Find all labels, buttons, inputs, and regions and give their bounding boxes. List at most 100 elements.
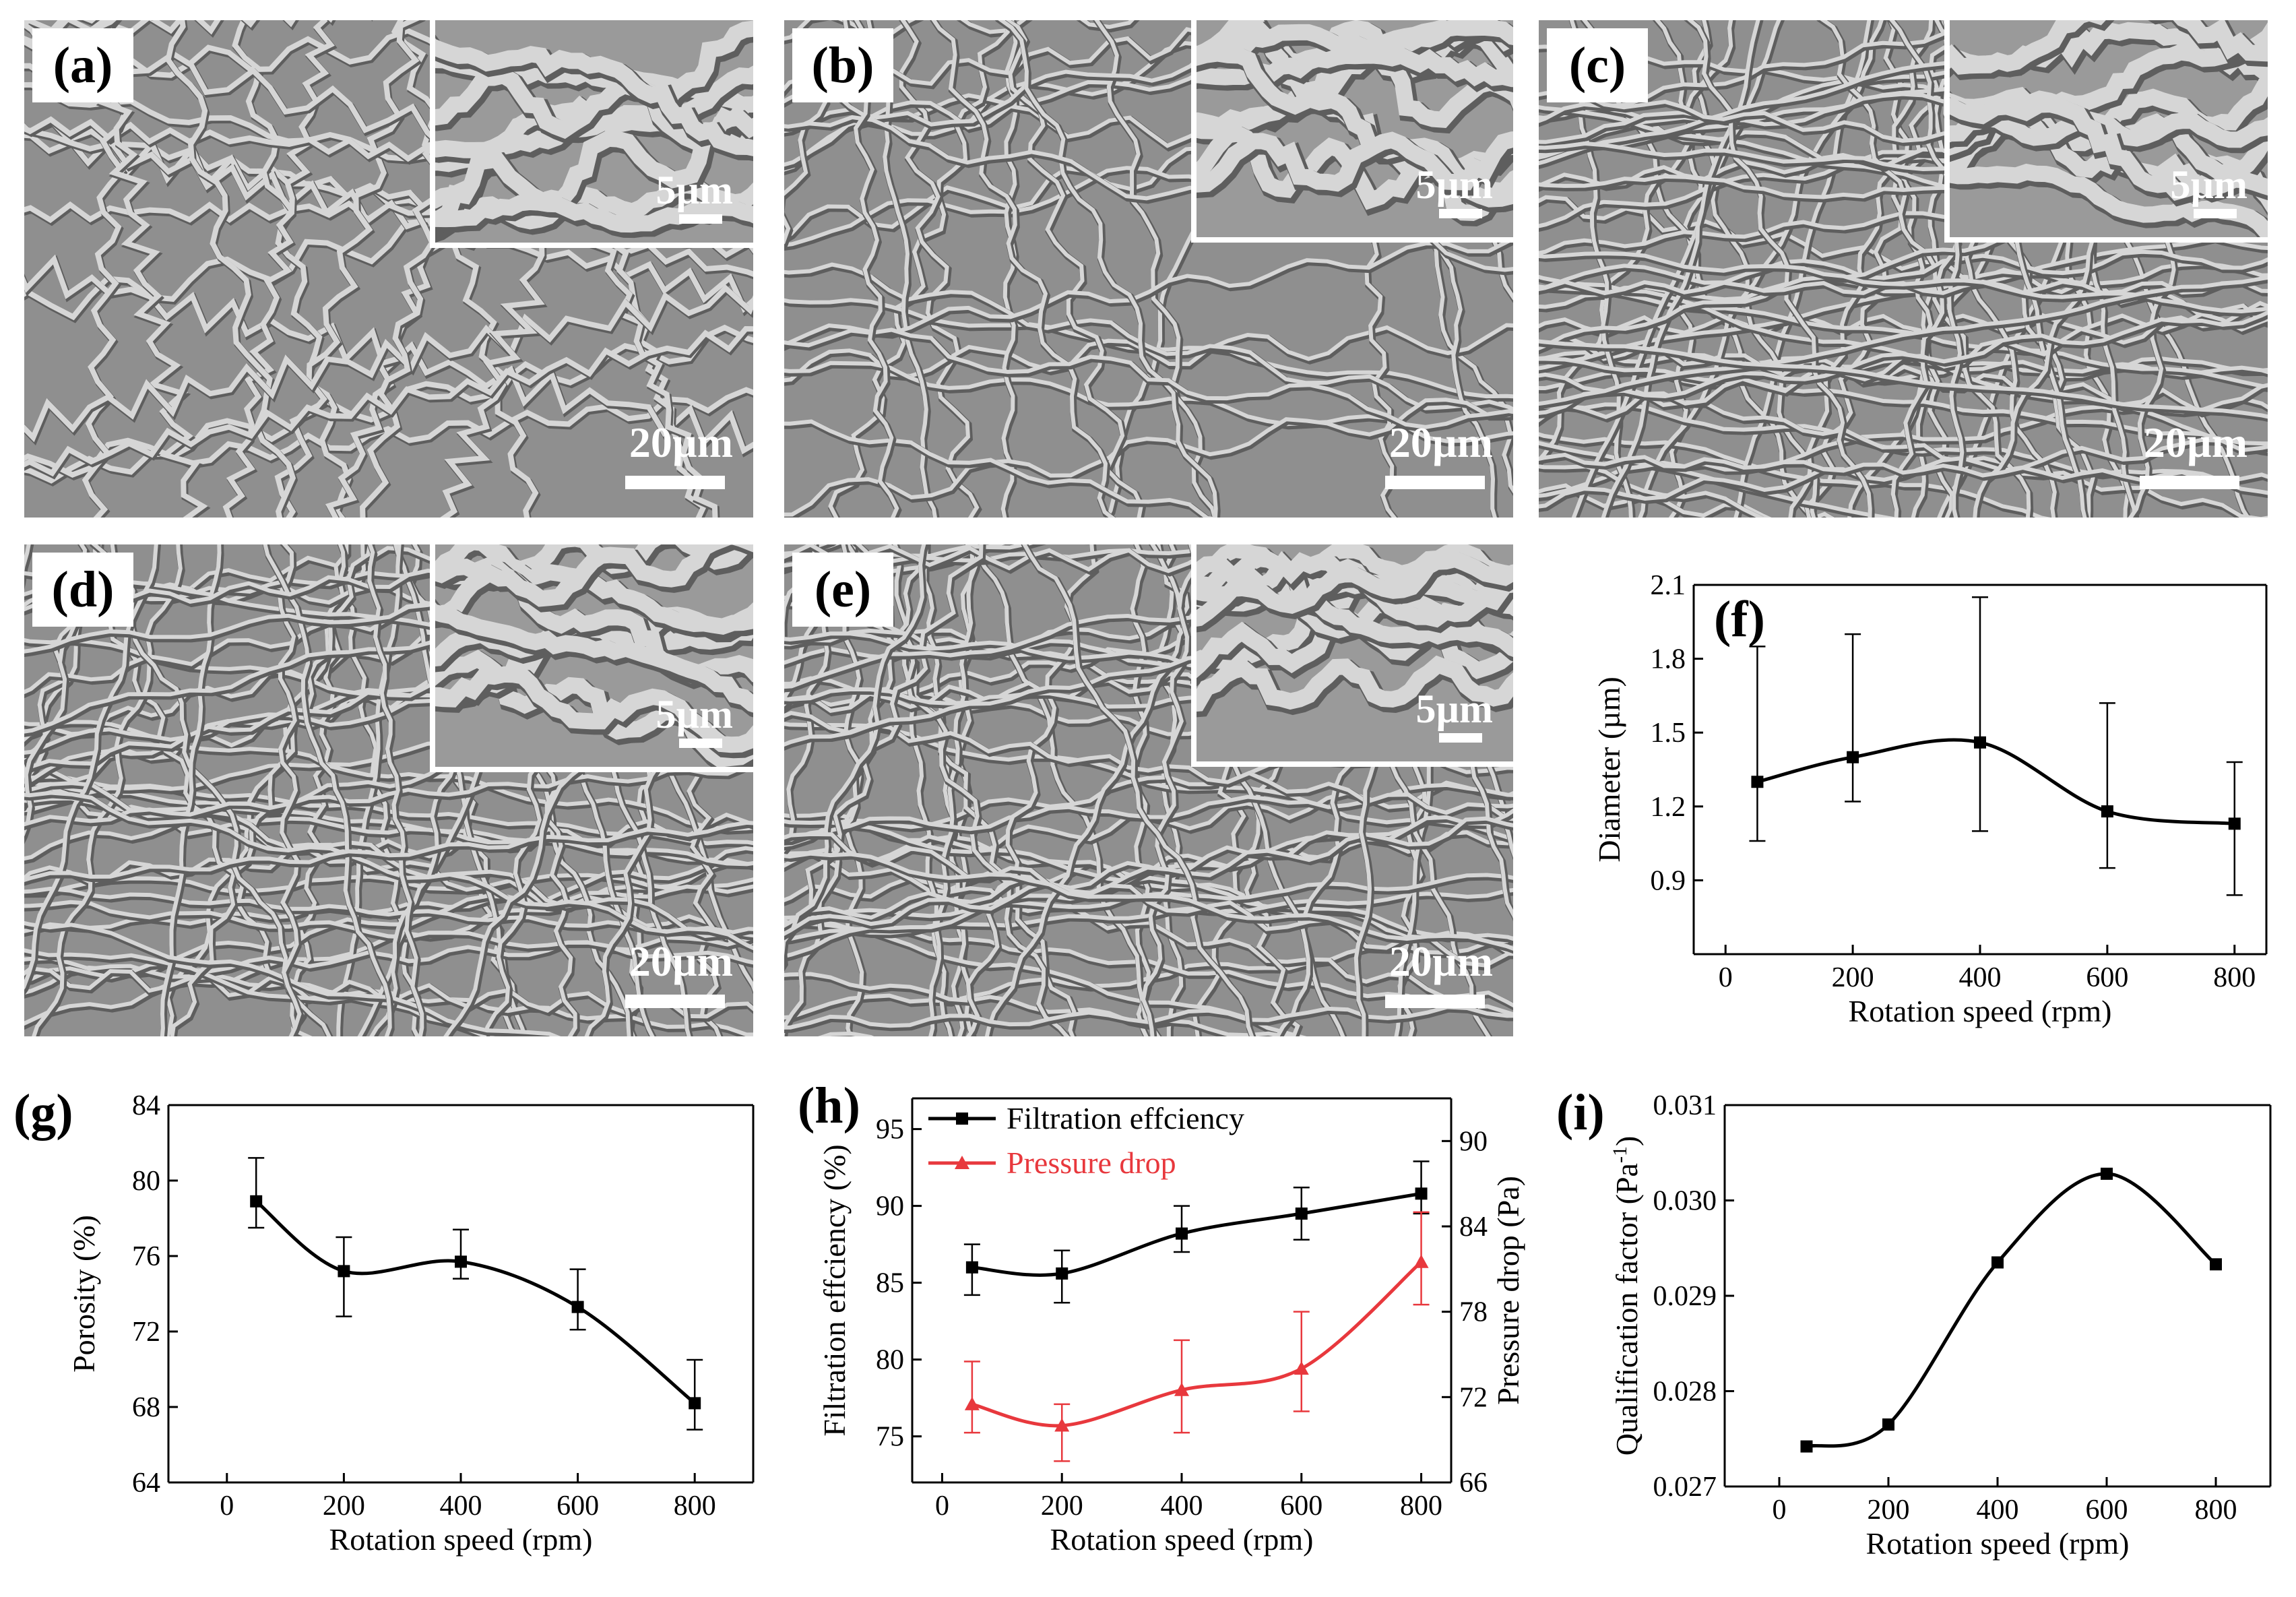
x-tick-label: 200: [1832, 962, 1874, 993]
x-tick-label: 200: [323, 1491, 365, 1522]
panel-label: (b): [812, 37, 874, 94]
x-tick-label: 800: [2213, 962, 2256, 993]
chart-f: 0 200 400 600 800 0.9 1.2 1.5 1.8 2.1 Rotation spe…: [1592, 570, 2268, 1028]
x-tick-label: 0: [935, 1491, 949, 1522]
inset-scale-bar: [679, 214, 722, 224]
y-tick-label: 0.031: [1653, 1090, 1717, 1121]
main-scale-label: 20µm: [629, 418, 733, 466]
x-axis-title: Rotation speed (rpm): [1050, 1522, 1314, 1557]
inset-scale-label: 5µm: [2170, 162, 2247, 207]
x-tick-label: 0: [1773, 1495, 1787, 1526]
data-point: [1056, 1267, 1069, 1280]
panel-label: (c): [1569, 37, 1626, 94]
x-tick-label: 400: [440, 1491, 482, 1522]
y-tick-label: 1.5: [1651, 718, 1686, 749]
chart-i: 0 200 400 600 800 0.027 0.028 0.029 0.030 0.031 Ro…: [1556, 1084, 2272, 1561]
inset-fibers: [435, 20, 753, 243]
data-point: [571, 1301, 584, 1313]
y-tick-label: 84: [132, 1090, 160, 1121]
y-tick-label: 1.8: [1651, 644, 1686, 675]
data-point: [1174, 1382, 1189, 1396]
sem-fibers: [784, 544, 1513, 1036]
data-point: [1991, 1256, 2004, 1269]
panel-label: (i): [1556, 1084, 1605, 1141]
y-tick-label: 0.030: [1653, 1186, 1717, 1217]
panel-label-box: [1547, 28, 1648, 102]
y-tick-label: 64: [132, 1468, 160, 1499]
data-point: [2210, 1258, 2222, 1271]
y-axis-title-end: ): [1609, 1136, 1644, 1146]
x-tick-label: 600: [2086, 1495, 2128, 1526]
series-0: [963, 1160, 1430, 1304]
y-tick-label: 0.027: [1653, 1472, 1717, 1503]
inset-scale-label: 5µm: [656, 168, 733, 212]
series-0: [248, 1157, 703, 1431]
data-point: [2228, 817, 2241, 830]
legend-label: Pressure drop: [1007, 1146, 1176, 1180]
main-scale-bar: [625, 995, 725, 1008]
y-axis-title: Filtration effciency (%): [817, 1144, 852, 1436]
y-right-tick-label: 90: [1459, 1126, 1488, 1157]
data-point: [1800, 1440, 1813, 1453]
data-point: [965, 1261, 978, 1274]
main-scale-label: 20µm: [1389, 937, 1493, 985]
y-tick-label: 95: [876, 1115, 904, 1146]
chart-g: 0 200 400 600 800 64 68 72 76 80 84 Rotation speed …: [13, 1084, 755, 1557]
y-right-tick-label: 84: [1459, 1212, 1488, 1243]
legend: Filtration effciency Pressure drop: [928, 1101, 1244, 1180]
main-scale-label: 20µm: [1389, 418, 1493, 466]
x-tick-label: 800: [1400, 1491, 1442, 1522]
main-scale-label: 20µm: [2144, 418, 2247, 466]
main-scale-bar: [1385, 476, 1485, 489]
series-line: [255, 1199, 696, 1405]
y-tick-label: 68: [132, 1392, 160, 1423]
y-right-axis-title: Pressure drop (Pa): [1491, 1176, 1525, 1405]
series-0: [1800, 1167, 2222, 1453]
series-line: [1806, 1172, 2217, 1449]
inset-fibers: [435, 544, 753, 767]
x-tick-label: 800: [674, 1491, 716, 1522]
data-point: [2101, 805, 2113, 818]
y-tick-label: 0.029: [1653, 1281, 1717, 1312]
x-axis-title: Rotation speed (rpm): [1849, 994, 2112, 1028]
y-right-tick-label: 78: [1459, 1297, 1488, 1328]
x-tick-label: 400: [1161, 1491, 1203, 1522]
data-point: [455, 1255, 467, 1268]
data-point: [1415, 1187, 1428, 1200]
x-tick-label: 400: [1977, 1495, 2019, 1526]
x-tick-label: 400: [1959, 962, 2002, 993]
series-line: [1756, 738, 2235, 825]
y-tick-label: 80: [876, 1345, 904, 1376]
series-0: [1749, 596, 2243, 896]
x-tick-label: 600: [1280, 1491, 1322, 1522]
y-axis-title: Porosity (%): [67, 1215, 101, 1373]
inset-scale-bar: [2194, 209, 2237, 218]
data-point: [689, 1397, 701, 1410]
y-tick-label: 76: [132, 1241, 160, 1272]
inset-scale-label: 5µm: [1415, 162, 1493, 207]
main-scale-bar: [625, 476, 725, 489]
legend-marker: [956, 1113, 968, 1125]
y-tick-label: 1.2: [1651, 792, 1686, 823]
sem-images: 5µm 20µm (a) 5µm 20µm (b) 5µm 20µm (c) 5µm 20µm (d)…: [24, 20, 2268, 1036]
inset-scale-label: 5µm: [1415, 687, 1493, 731]
data-point: [1054, 1418, 1070, 1432]
series-line: [971, 1260, 1423, 1428]
panel-label: (a): [53, 37, 113, 94]
data-point: [1294, 1361, 1309, 1375]
x-tick-label: 0: [1719, 962, 1733, 993]
y-tick-label: 85: [876, 1268, 904, 1299]
inset-scale-bar: [1439, 209, 1482, 218]
main-scale-bar: [1385, 995, 1485, 1008]
y-tick-label: 72: [132, 1317, 160, 1348]
y-tick-label: 90: [876, 1191, 904, 1222]
sem-panel-c: 5µm 20µm (c): [1539, 20, 2268, 518]
panel-label-box: [32, 553, 133, 627]
data-point: [1751, 776, 1764, 788]
data-point: [1413, 1254, 1429, 1268]
main-scale-bar: [2140, 476, 2239, 489]
data-point: [1847, 751, 1859, 763]
data-point: [1176, 1227, 1188, 1240]
y-axis-title: Diameter (µm): [1592, 677, 1626, 863]
